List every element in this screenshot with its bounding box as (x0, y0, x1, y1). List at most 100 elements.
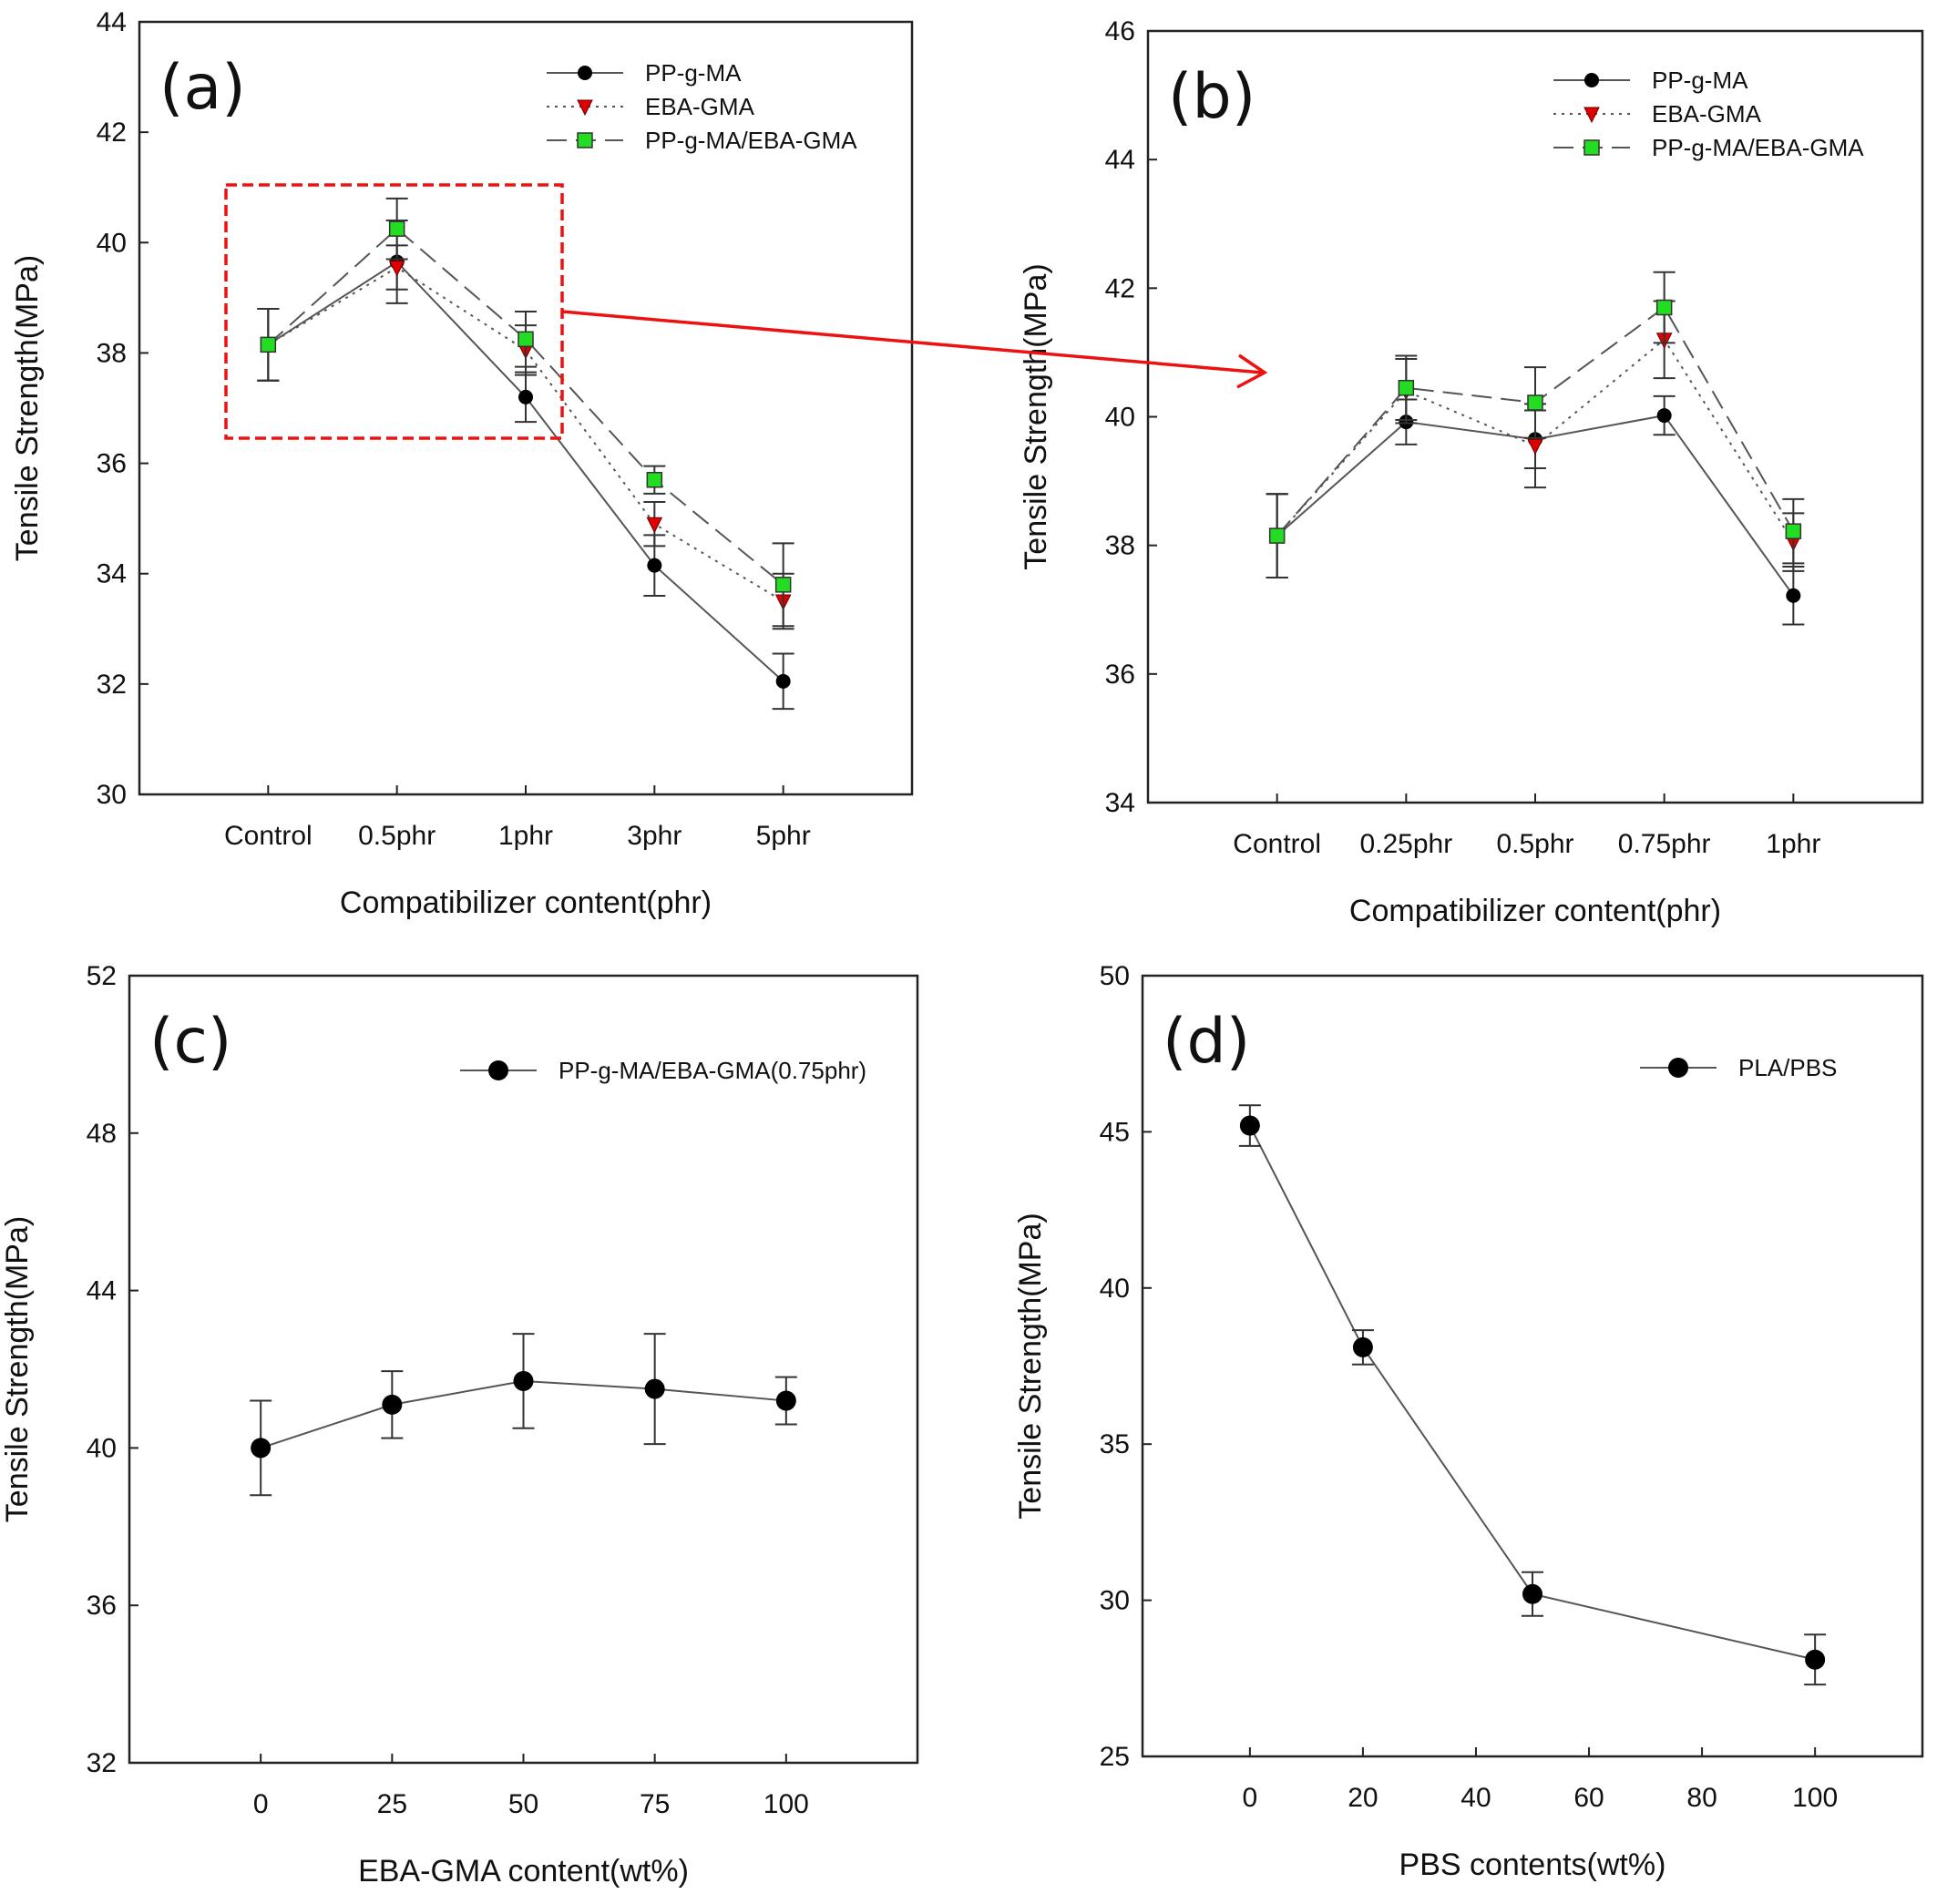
x-tick-label: 60 (1573, 1783, 1604, 1813)
panel-label: (d) (1163, 1006, 1250, 1078)
zoom-arrow (561, 310, 1263, 374)
y-tick-label: 42 (1105, 273, 1135, 303)
y-tick-label: 30 (97, 780, 127, 810)
y-tick-label: 50 (1100, 961, 1130, 991)
panel-label: (b) (1168, 61, 1255, 133)
circle-marker (1239, 1115, 1260, 1136)
legend-label: PP-g-MA (1652, 67, 1748, 94)
circle-marker (1522, 1583, 1542, 1604)
arrow-head-icon (1236, 353, 1268, 389)
legend-entry: EBA-GMA (547, 93, 755, 120)
y-tick-label: 52 (87, 961, 117, 991)
legend-label: PP-g-MA/EBA-GMA(0.75phr) (559, 1057, 866, 1084)
circle-marker (518, 389, 533, 404)
square-marker (646, 471, 663, 488)
square-marker (518, 331, 534, 348)
x-tick-label: Control (1233, 829, 1321, 859)
y-tick-label: 40 (97, 228, 127, 258)
circle-marker (1786, 588, 1801, 603)
y-tick-label: 44 (97, 7, 127, 37)
circle-marker (1656, 408, 1672, 424)
legend-entry: EBA-GMA (1553, 100, 1762, 128)
x-tick-label: 75 (640, 1789, 670, 1819)
x-tick-label: 0 (253, 1789, 269, 1819)
x-tick-label: 3phr (627, 821, 682, 851)
circle-marker (1584, 73, 1599, 87)
square-marker (260, 336, 277, 353)
square-marker (388, 220, 405, 237)
series-pp-g-ma-eba-gma-0-75phr- (250, 1333, 797, 1497)
y-tick-label: 40 (1105, 403, 1135, 433)
circle-marker (578, 66, 592, 80)
x-tick-label: 0.25phr (1359, 829, 1452, 859)
x-tick-label: 0.5phr (1496, 829, 1573, 859)
circle-marker (1352, 1336, 1373, 1357)
circle-marker (1668, 1058, 1688, 1078)
x-tick-label: 1phr (498, 821, 553, 851)
series-pp-g-ma (257, 220, 794, 711)
x-tick-label: 0.5phr (358, 821, 436, 851)
y-tick-label: 36 (1105, 660, 1135, 690)
legend-entry: PP-g-MA/EBA-GMA (1553, 134, 1864, 161)
x-tick-label: 20 (1348, 1783, 1378, 1813)
triangle-marker (1583, 107, 1600, 124)
y-axis-label: Tensile Strength(MPa) (10, 255, 45, 561)
series-line (267, 266, 784, 602)
legend-label: PLA/PBS (1738, 1054, 1837, 1081)
triangle-marker (646, 517, 663, 534)
y-tick-label: 35 (1100, 1429, 1130, 1459)
circle-marker (775, 1390, 796, 1411)
circle-marker (488, 1060, 508, 1080)
legend-entry: PP-g-MA/EBA-GMA (547, 127, 857, 154)
x-axis-label: PBS contents(wt%) (1399, 1848, 1666, 1882)
y-tick-label: 44 (87, 1276, 117, 1306)
y-tick-label: 30 (1100, 1586, 1130, 1616)
y-tick-label: 40 (87, 1433, 117, 1463)
series-line (267, 227, 784, 586)
x-axis-label: EBA-GMA content(wt%) (358, 1854, 689, 1889)
chart-panel-c: 32 36 40 44 48 52 0 25 50 75 100 EBA-GMA content(wt… (0, 961, 919, 1889)
y-tick-label: 38 (97, 338, 127, 368)
x-axis-label: Compatibilizer content(phr) (340, 885, 712, 920)
triangle-marker (388, 261, 405, 277)
x-tick-label: 1phr (1766, 829, 1820, 859)
x-tick-label: Control (224, 821, 313, 851)
triangle-marker (577, 99, 593, 117)
y-tick-label: 34 (1105, 788, 1135, 818)
x-tick-label: 0.75phr (1618, 829, 1711, 859)
y-tick-label: 42 (97, 118, 127, 148)
y-tick-label: 32 (97, 670, 127, 700)
x-tick-label: 100 (764, 1789, 809, 1819)
legend-label: EBA-GMA (1652, 100, 1762, 128)
y-axis-label: Tensile Strength(MPa) (0, 1216, 35, 1522)
series-line (1248, 1125, 1816, 1661)
legend-label: PP-g-MA/EBA-GMA (1652, 134, 1864, 161)
y-tick-label: 40 (1100, 1274, 1130, 1304)
panel-label: (a) (159, 52, 246, 124)
series-pp-g-ma-eba-gma (1266, 271, 1805, 578)
y-tick-label: 38 (1105, 531, 1135, 561)
circle-marker (382, 1394, 403, 1415)
x-tick-label: 25 (377, 1789, 407, 1819)
square-marker (1398, 379, 1415, 396)
square-marker (1785, 523, 1802, 539)
circle-marker (251, 1438, 272, 1459)
y-tick-label: 34 (97, 559, 127, 589)
square-marker (774, 577, 792, 593)
x-axis-label: Compatibilizer content(phr) (1349, 894, 1721, 928)
y-tick-label: 46 (1105, 16, 1135, 46)
legend-entry: PP-g-MA (547, 59, 742, 87)
circle-marker (644, 1378, 665, 1399)
y-tick-label: 45 (1100, 1117, 1130, 1147)
series-pla-pbs (1238, 1104, 1827, 1686)
legend-entry: PP-g-MA/EBA-GMA(0.75phr) (460, 1057, 866, 1084)
series-pp-g-ma-eba-gma (257, 197, 794, 628)
x-tick-label: 100 (1792, 1783, 1838, 1813)
square-marker (1655, 299, 1673, 316)
square-marker (1583, 139, 1600, 156)
y-tick-label: 48 (87, 1119, 117, 1149)
square-marker (1527, 394, 1543, 411)
x-tick-label: 5phr (756, 821, 811, 851)
y-tick-label: 25 (1100, 1742, 1130, 1772)
plot-frame (1141, 974, 1924, 1758)
